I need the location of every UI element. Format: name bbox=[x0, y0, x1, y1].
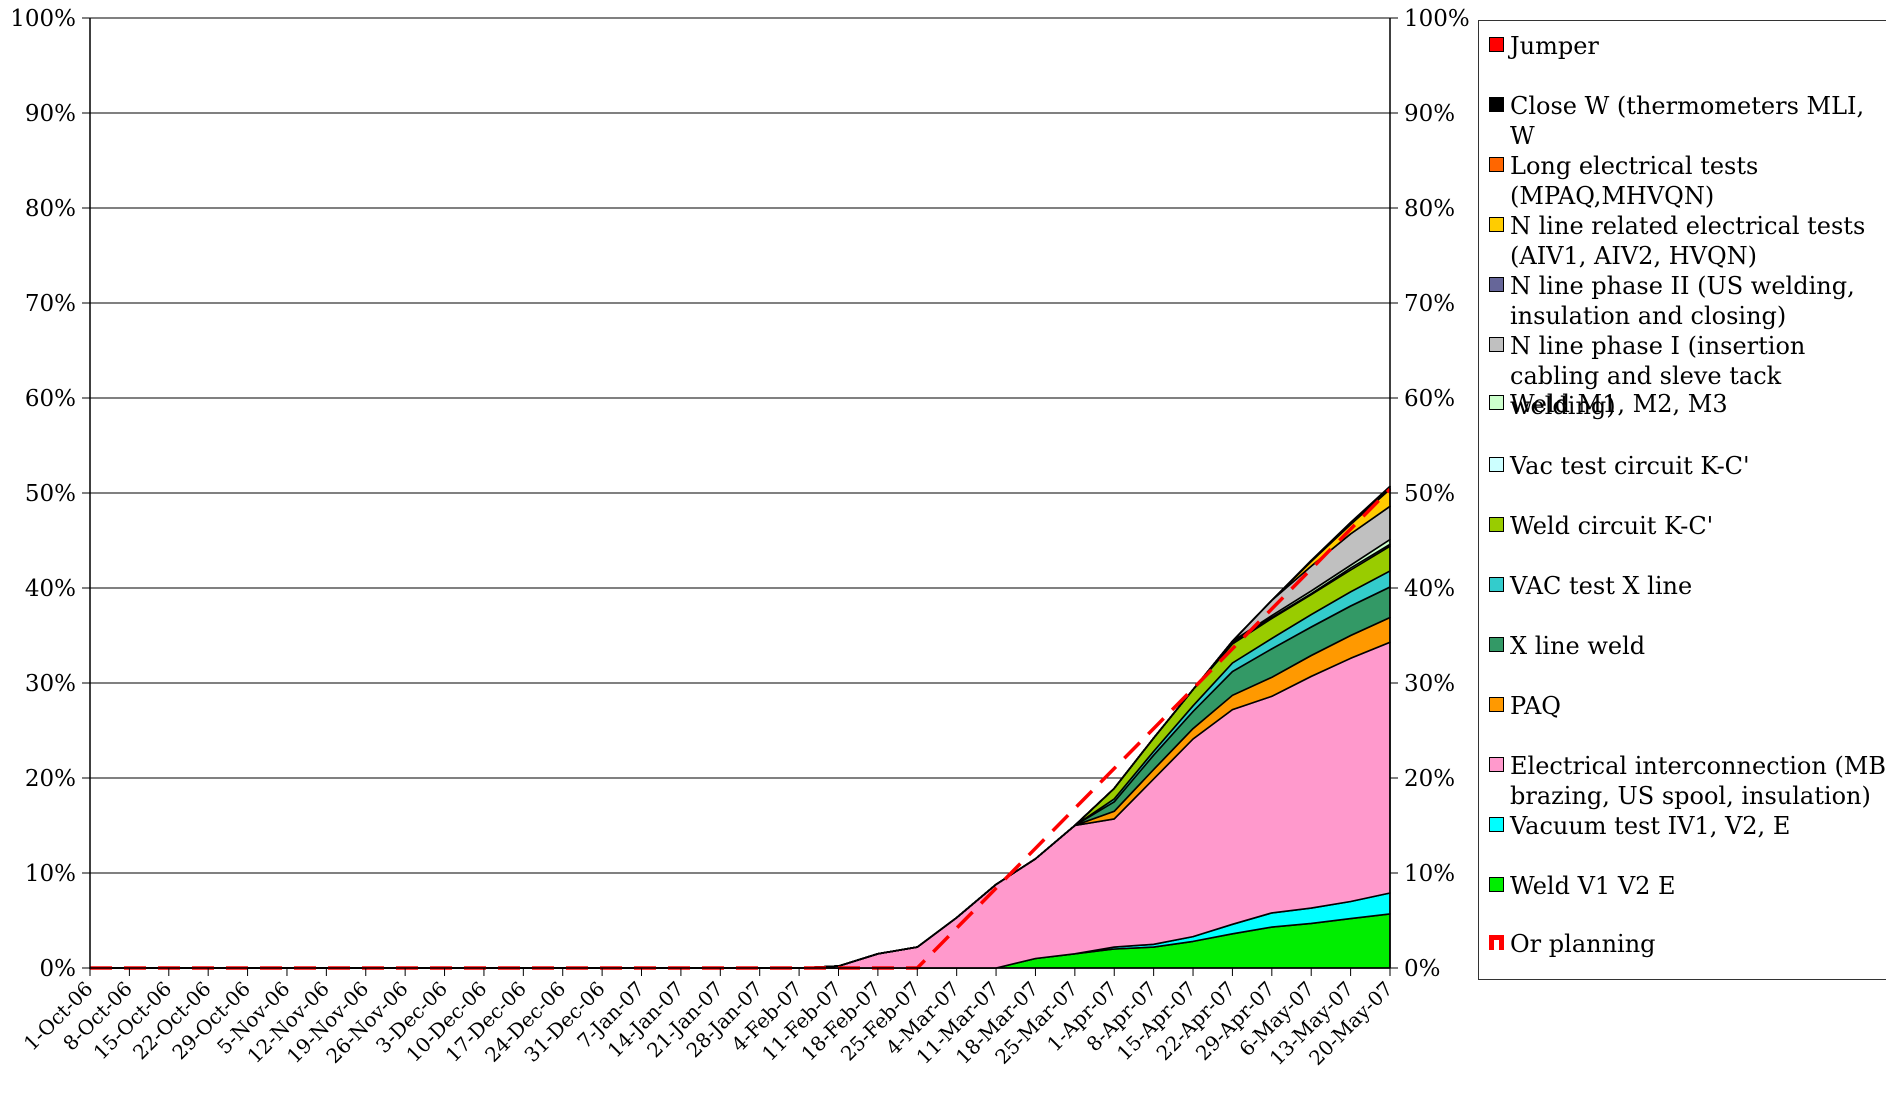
y-tick-label-right: 10% bbox=[1404, 861, 1455, 887]
legend-swatch bbox=[1489, 277, 1504, 292]
legend-label: Vacuum test IV1, V2, E bbox=[1510, 812, 1791, 840]
legend-swatch bbox=[1489, 817, 1504, 832]
legend-item: VAC test X line bbox=[1489, 571, 1886, 601]
legend-label: N line related electrical tests (AIV1, A… bbox=[1510, 212, 1866, 270]
y-tick-label-right: 40% bbox=[1404, 576, 1455, 602]
y-tick-label-left: 100% bbox=[10, 6, 76, 32]
y-tick-label-left: 90% bbox=[25, 101, 76, 127]
y-tick-label-left: 30% bbox=[25, 671, 76, 697]
y-tick-label-left: 70% bbox=[25, 291, 76, 317]
legend-swatch-planning bbox=[1489, 935, 1504, 950]
legend-label: X line weld bbox=[1510, 632, 1646, 660]
legend-label: Vac test circuit K-C' bbox=[1510, 452, 1750, 480]
legend-swatch bbox=[1489, 395, 1504, 410]
legend-item: N line phase II (US welding, insulation … bbox=[1489, 271, 1886, 331]
legend-label: N line phase I (insertion cabling and sl… bbox=[1510, 332, 1806, 420]
legend-label: Jumper bbox=[1510, 32, 1599, 60]
y-tick-label-left: 80% bbox=[25, 196, 76, 222]
legend-swatch bbox=[1489, 37, 1504, 52]
y-tick-label-right: 60% bbox=[1404, 386, 1455, 412]
y-tick-label-left: 20% bbox=[25, 766, 76, 792]
legend-item: Electrical interconnection (MB brazing, … bbox=[1489, 751, 1886, 811]
legend-swatch bbox=[1489, 337, 1504, 352]
legend-label: N line phase II (US welding, insulation … bbox=[1510, 272, 1855, 330]
legend-item: Long electrical tests (MPAQ,MHVQN) bbox=[1489, 151, 1886, 211]
y-tick-label-left: 40% bbox=[25, 576, 76, 602]
y-tick-label-right: 50% bbox=[1404, 481, 1455, 507]
legend-swatch bbox=[1489, 517, 1504, 532]
legend-label: Close W (thermometers MLI, W bbox=[1510, 92, 1865, 150]
legend-item: PAQ bbox=[1489, 691, 1886, 721]
legend-label: Electrical interconnection (MB brazing, … bbox=[1510, 752, 1886, 810]
legend-swatch bbox=[1489, 217, 1504, 232]
legend-item: Jumper bbox=[1489, 31, 1886, 61]
legend-item: Weld V1 V2 E bbox=[1489, 871, 1886, 901]
y-tick-label-right: 90% bbox=[1404, 101, 1455, 127]
y-tick-label-left: 10% bbox=[25, 861, 76, 887]
legend-item: Vac test circuit K-C' bbox=[1489, 451, 1886, 481]
legend-item: Vacuum test IV1, V2, E bbox=[1489, 811, 1886, 841]
y-tick-label-left: 50% bbox=[25, 481, 76, 507]
legend-swatch bbox=[1489, 757, 1504, 772]
y-axis-left-ticks: 0% 10% 20% 30% 40% 50% 60% 70% 80% 90% 100% bbox=[10, 6, 76, 982]
y-tick-label-right: 0% bbox=[1404, 956, 1441, 982]
y-tick-label-right: 80% bbox=[1404, 196, 1455, 222]
legend-item: N line related electrical tests (AIV1, A… bbox=[1489, 211, 1886, 271]
legend-swatch bbox=[1489, 577, 1504, 592]
y-tick-label-right: 30% bbox=[1404, 671, 1455, 697]
legend-item: N line phase I (insertion cabling and sl… bbox=[1489, 331, 1886, 421]
y-tick-label-left: 60% bbox=[25, 386, 76, 412]
legend-swatch bbox=[1489, 97, 1504, 112]
legend-item: Weld M1, M2, M3 bbox=[1489, 389, 1886, 419]
axes bbox=[89, 18, 1391, 969]
legend: Jumper Close W (thermometers MLI, W Long e… bbox=[1478, 20, 1886, 980]
y-axis-right-ticks: 0% 10% 20% 30% 40% 50% 60% 70% 80% 90% 100% bbox=[1404, 6, 1470, 982]
legend-label: PAQ bbox=[1510, 692, 1561, 720]
y-tick-label-right: 100% bbox=[1404, 6, 1470, 32]
legend-swatch bbox=[1489, 637, 1504, 652]
y-tick-label-right: 70% bbox=[1404, 291, 1455, 317]
legend-label: Or planning bbox=[1510, 930, 1656, 958]
y-tick-label-right: 20% bbox=[1404, 766, 1455, 792]
legend-swatch bbox=[1489, 157, 1504, 172]
stacked-areas bbox=[89, 485, 1391, 969]
x-axis-ticks: 1-Oct-068-Oct-0615-Oct-0622-Oct-0629-Oct… bbox=[19, 968, 1398, 1070]
y-tick-label-left: 0% bbox=[40, 956, 77, 982]
gridlines bbox=[82, 17, 1398, 969]
legend-label: VAC test X line bbox=[1510, 572, 1693, 600]
legend-item: X line weld bbox=[1489, 631, 1886, 661]
legend-label: Weld circuit K-C' bbox=[1510, 512, 1714, 540]
legend-label: Long electrical tests (MPAQ,MHVQN) bbox=[1510, 152, 1759, 210]
legend-swatch bbox=[1489, 877, 1504, 892]
legend-swatch bbox=[1489, 697, 1504, 712]
legend-label: Weld V1 V2 E bbox=[1510, 872, 1676, 900]
legend-swatch bbox=[1489, 457, 1504, 472]
legend-item: Close W (thermometers MLI, W bbox=[1489, 91, 1886, 151]
legend-item-planning: Or planning bbox=[1489, 929, 1656, 959]
legend-item: Weld circuit K-C' bbox=[1489, 511, 1886, 541]
legend-label: Weld M1, M2, M3 bbox=[1510, 390, 1728, 418]
